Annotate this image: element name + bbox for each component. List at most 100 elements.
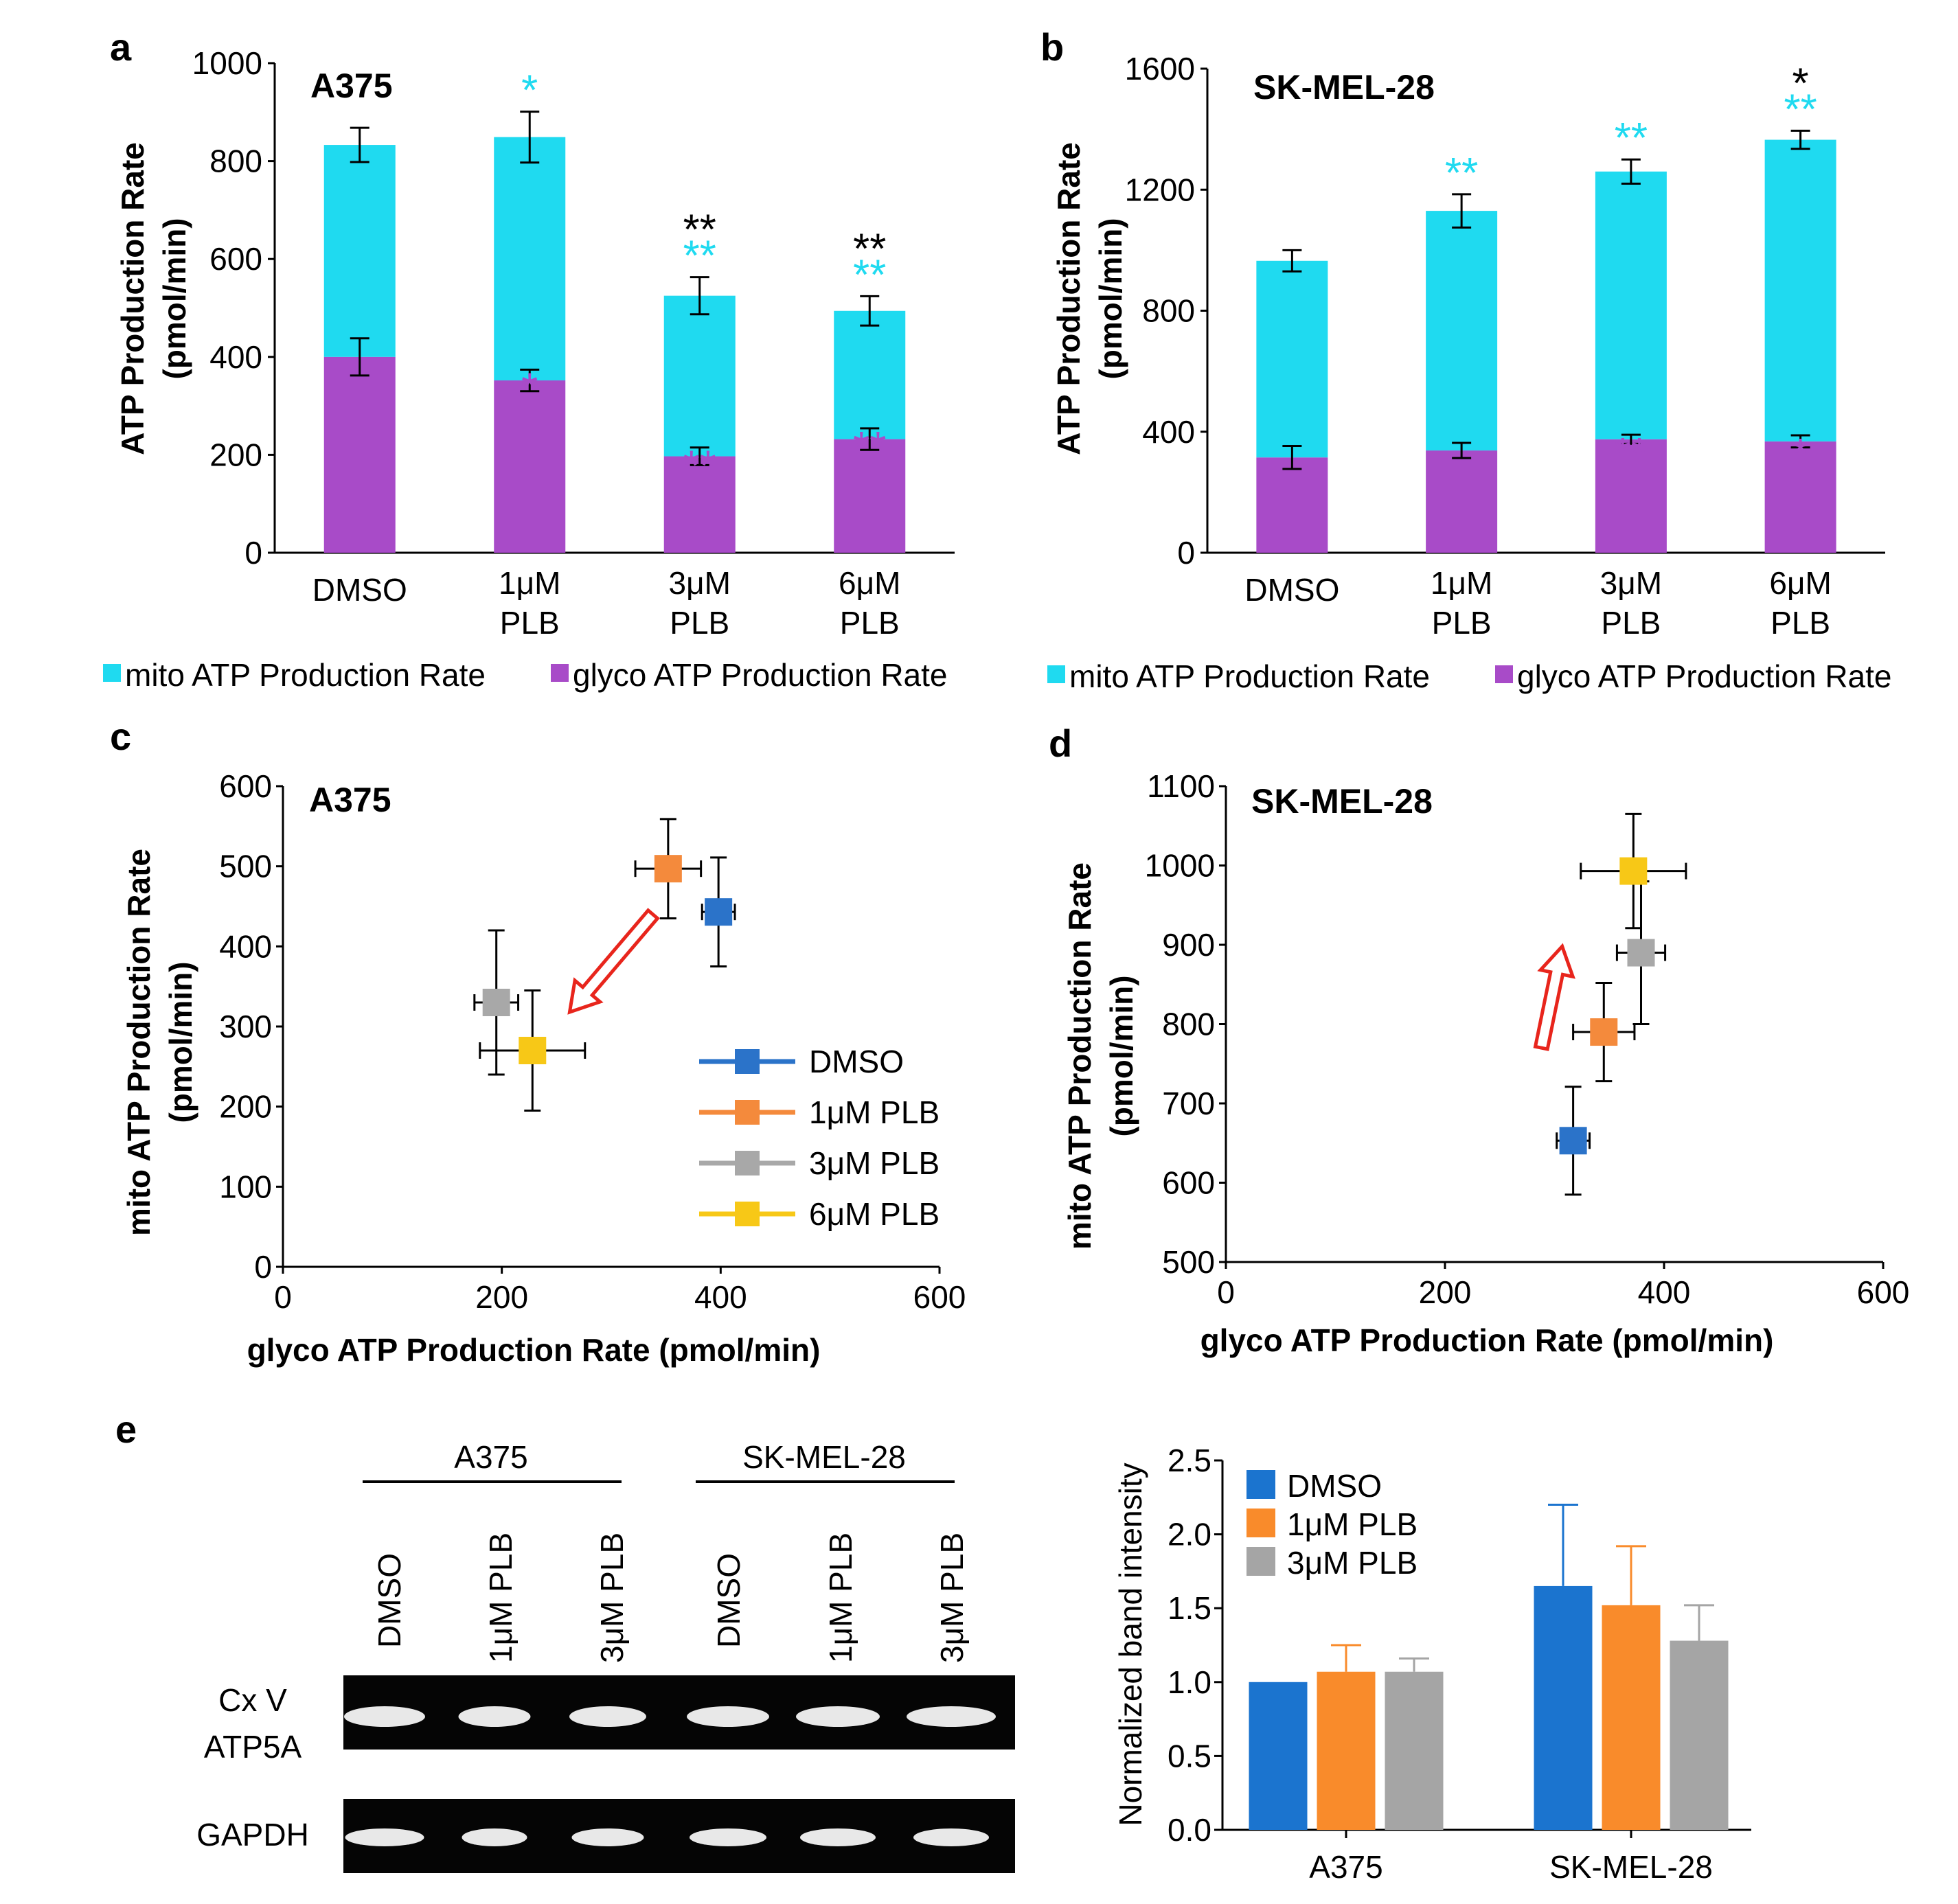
sig-mito: * — [521, 67, 538, 115]
blot-lane-1: DMSO — [372, 1553, 407, 1648]
blot-lane-5: 1μM PLB — [823, 1533, 858, 1663]
y-tick-label: 200 — [219, 1089, 272, 1125]
trend-arrow — [567, 908, 660, 1015]
y-tick-label: 1.0 — [1168, 1664, 1211, 1700]
y-tick-label: 800 — [209, 144, 262, 179]
atp5a-band — [687, 1706, 769, 1727]
bar-glyco — [663, 456, 736, 553]
x-category-label: PLB — [1601, 605, 1661, 641]
sig-mito: ** — [853, 251, 886, 299]
sig-mito: ** — [1784, 86, 1817, 133]
legend-marker-3um — [735, 1151, 760, 1175]
legend-item-6um: 6μM PLB — [699, 1196, 940, 1232]
trend-arrow — [1533, 943, 1575, 1051]
y-tick-label: 700 — [1162, 1086, 1215, 1121]
x-category-label: PLB — [1432, 605, 1492, 641]
panel-a-chart: A375 ATP Production Rate (pmol/min) 0 200… — [115, 45, 955, 641]
blot-row1-label-1: Cx V — [218, 1682, 287, 1718]
legend-swatch-glyco-b — [1495, 665, 1513, 683]
legend-swatch-mito-a — [103, 664, 121, 682]
panel-b-chart: SK-MEL-28 ATP Production Rate (pmol/min)… — [1051, 51, 1885, 641]
gapdh-band — [800, 1828, 876, 1846]
x-category-label: A375 — [1309, 1849, 1382, 1885]
bar-mito — [323, 145, 396, 357]
panel-a-ylabel-2: (pmol/min) — [157, 218, 192, 379]
y-tick-label: 1000 — [192, 45, 262, 81]
panel-c-title: A375 — [309, 781, 391, 819]
y-tick-label: 1200 — [1125, 172, 1195, 207]
x-category-label: PLB — [500, 605, 560, 641]
bar-glyco — [1256, 457, 1328, 553]
panel-label-d: d — [1049, 722, 1072, 765]
panel-b-legend: mito ATP Production Rate glyco ATP Produ… — [1047, 658, 1892, 694]
y-tick-label: 500 — [219, 849, 272, 884]
legend-item-3um: 3μM PLB — [699, 1145, 940, 1181]
x-tick-label: 600 — [913, 1279, 966, 1315]
scatter-point — [519, 1037, 547, 1064]
x-tick-label: 400 — [1638, 1274, 1691, 1310]
bar-mito — [663, 295, 736, 457]
bar — [1534, 1585, 1593, 1830]
x-tick-label: 600 — [1857, 1274, 1910, 1310]
bar-glyco — [834, 439, 906, 553]
sig-total: ** — [683, 207, 716, 254]
legend-marker-dmso — [735, 1049, 760, 1074]
panel-b-ylabel-1: ATP Production Rate — [1051, 142, 1086, 455]
x-tick-label: 0 — [1217, 1274, 1235, 1310]
blot-gapdh-membrane — [343, 1799, 1015, 1873]
legend-label-dmso: DMSO — [809, 1044, 904, 1079]
scatter-point — [1627, 939, 1655, 967]
y-tick-label: 800 — [1162, 1007, 1215, 1042]
x-category-label: SK-MEL-28 — [1549, 1849, 1713, 1885]
panel-d-title: SK-MEL-28 — [1251, 782, 1433, 821]
y-tick-label: 1000 — [1145, 848, 1215, 884]
blot-row2-label: GAPDH — [196, 1817, 309, 1853]
y-tick-label: 2.5 — [1168, 1443, 1211, 1478]
atp5a-band — [344, 1706, 425, 1727]
atp5a-band — [796, 1706, 880, 1727]
panel-label-c: c — [110, 715, 131, 758]
x-category-label: DMSO — [312, 572, 407, 608]
blot-lane-6: 3μM PLB — [934, 1533, 970, 1663]
bar-mito — [494, 137, 566, 381]
e-legend-swatch-dmso — [1246, 1470, 1275, 1499]
e-legend-3um: 3μM PLB — [1287, 1545, 1418, 1581]
panel-label-b: b — [1040, 25, 1064, 69]
y-tick-label: 1.5 — [1168, 1590, 1211, 1626]
atp5a-band — [458, 1706, 531, 1727]
x-category-label: PLB — [840, 605, 900, 641]
sig-total: ** — [853, 225, 886, 273]
blot-lane-2: 1μM PLB — [483, 1533, 519, 1663]
bar-mito — [1595, 171, 1667, 439]
western-blot: A375 SK-MEL-28 DMSO 1μM PLB 3μM PLB DMSO… — [196, 1439, 1015, 1873]
x-category-label: DMSO — [1244, 572, 1339, 608]
x-category-label: 1μM — [1431, 565, 1492, 601]
y-tick-label: 100 — [219, 1169, 272, 1204]
legend-label-3um: 3μM PLB — [809, 1145, 940, 1181]
scatter-point — [1619, 857, 1648, 885]
legend-glyco-b: glyco ATP Production Rate — [1517, 658, 1892, 694]
legend-item-1um: 1μM PLB — [699, 1094, 940, 1130]
panel-d-ylabel-2: (pmol/min) — [1104, 975, 1139, 1136]
legend-mito-b: mito ATP Production Rate — [1069, 658, 1430, 694]
y-tick-label: 400 — [209, 339, 262, 375]
sig-glyco: ** — [1615, 430, 1648, 477]
x-tick-label: 400 — [694, 1279, 747, 1315]
legend-mito-a: mito ATP Production Rate — [125, 657, 486, 693]
panel-a-ylabel-1: ATP Production Rate — [115, 142, 150, 455]
bar — [1385, 1671, 1444, 1830]
bar-glyco — [494, 380, 566, 553]
legend-marker-6um — [735, 1202, 760, 1226]
panel-label-a: a — [110, 25, 132, 69]
x-tick-label: 0 — [274, 1279, 292, 1315]
panel-a-title: A375 — [310, 67, 393, 105]
sig-glyco: ** — [683, 443, 716, 490]
legend-item-dmso: DMSO — [699, 1044, 904, 1079]
panel-b-title: SK-MEL-28 — [1253, 68, 1435, 106]
y-tick-label: 1600 — [1125, 51, 1195, 87]
bar — [1670, 1640, 1729, 1830]
x-category-label: 6μM — [1769, 565, 1831, 601]
panel-c-ylabel-2: (pmol/min) — [163, 961, 198, 1123]
bar-glyco — [323, 356, 396, 553]
